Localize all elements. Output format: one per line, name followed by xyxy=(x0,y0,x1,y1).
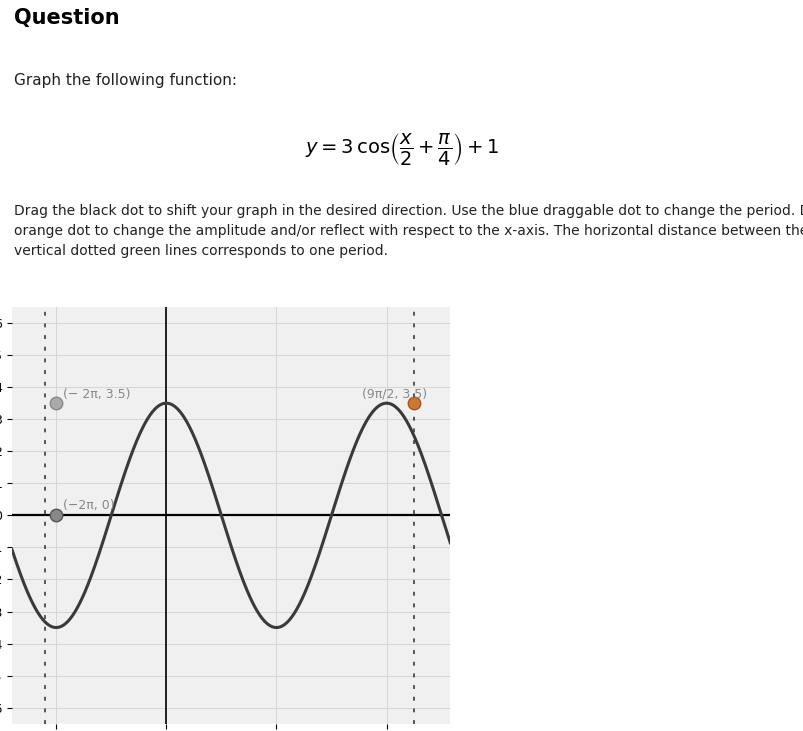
Text: $y = 3\,\cos\!\left(\dfrac{x}{2} + \dfrac{\pi}{4}\right) + 1$: $y = 3\,\cos\!\left(\dfrac{x}{2} + \dfra… xyxy=(304,131,499,167)
Text: Drag the black dot to shift your graph in the desired direction. Use the blue dr: Drag the black dot to shift your graph i… xyxy=(14,204,803,258)
Text: Graph the following function:: Graph the following function: xyxy=(14,73,237,88)
Text: Question: Question xyxy=(14,8,120,28)
Text: (9π/2, 3.5): (9π/2, 3.5) xyxy=(361,387,426,401)
Text: Sorry, that’s incorrect. Try again?: Sorry, that’s incorrect. Try again? xyxy=(13,272,328,289)
Text: (−2π, 0): (−2π, 0) xyxy=(63,499,115,512)
Text: (− 2π, 3.5): (− 2π, 3.5) xyxy=(63,387,131,401)
